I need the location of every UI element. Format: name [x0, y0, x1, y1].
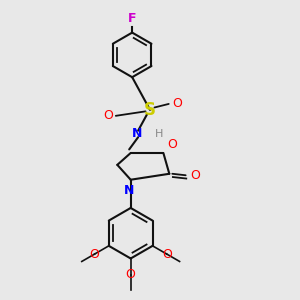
Text: O: O: [90, 248, 100, 260]
Text: N: N: [124, 184, 134, 197]
Text: O: O: [162, 248, 172, 260]
Text: F: F: [128, 12, 136, 25]
Text: O: O: [172, 98, 182, 110]
Text: S: S: [144, 101, 156, 119]
Text: O: O: [126, 268, 136, 281]
Text: N: N: [131, 127, 142, 140]
Text: O: O: [103, 109, 113, 122]
Text: H: H: [154, 129, 163, 139]
Text: O: O: [190, 169, 200, 182]
Text: O: O: [167, 138, 177, 151]
